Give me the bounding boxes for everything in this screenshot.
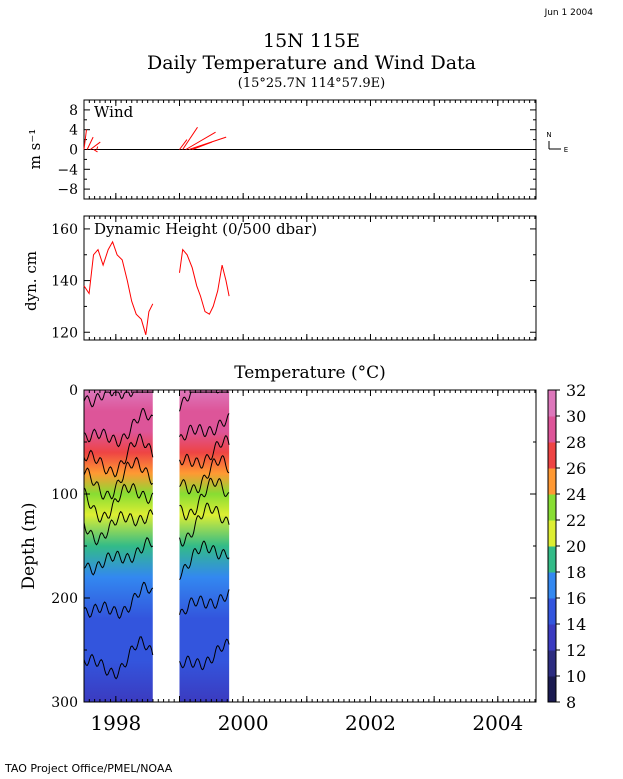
colorbar-swatch <box>548 520 556 534</box>
dh-y-tick-label: 120 <box>51 325 78 341</box>
depth-tick-label: 0 <box>69 383 78 399</box>
wind-y-tick-label: −8 <box>57 182 78 198</box>
dynamic-height-panel-frame <box>83 215 537 341</box>
isotherm-line <box>83 391 153 408</box>
colorbar-swatch <box>548 585 556 599</box>
wind-vector <box>185 131 216 150</box>
temperature-panel-title: Temperature (°C) <box>234 363 386 383</box>
colorbar-swatch <box>548 507 556 521</box>
site-title: 15N 115E <box>263 30 360 52</box>
isotherm-line <box>179 435 230 469</box>
colorbar-tick-label: 24 <box>566 485 586 504</box>
colorbar-swatch <box>548 468 556 482</box>
wind-y-tick-label: 4 <box>69 123 78 139</box>
colorbar-swatch <box>548 689 556 703</box>
isotherm-line <box>83 456 154 500</box>
colorbar-tick-label: 10 <box>566 667 586 686</box>
year-tick-label: 2002 <box>345 711 396 735</box>
colorbar-swatch <box>548 663 556 677</box>
depth-tick-label: 300 <box>51 695 78 711</box>
plot-date: Jun 1 2004 <box>544 8 593 18</box>
page-title: Daily Temperature and Wind Data <box>146 52 476 74</box>
isotherm-line <box>83 433 154 478</box>
depth-tick-label: 100 <box>51 487 78 503</box>
colorbar-tick-label: 22 <box>566 511 586 530</box>
isotherm-line <box>179 477 230 521</box>
wind-axis-label: m s⁻¹ <box>26 129 44 170</box>
colorbar-swatch <box>548 559 556 573</box>
colorbar-swatch <box>548 533 556 547</box>
wind-vector <box>86 136 94 150</box>
wind-y-tick-label: 0 <box>69 143 78 159</box>
colorbar-swatch <box>548 650 556 664</box>
isotherm-line <box>179 391 230 412</box>
depth-tick-label: 200 <box>51 591 78 607</box>
temperature-data-segment <box>84 390 153 702</box>
wind-vector <box>192 141 213 150</box>
colorbar-swatch <box>548 494 556 508</box>
colorbar-swatch <box>548 572 556 586</box>
isotherm-line <box>83 509 154 546</box>
colorbar-swatch <box>548 611 556 625</box>
isotherm-line <box>179 502 230 547</box>
site-coordinates: (15°25.7N 114°57.9E) <box>237 76 386 91</box>
isotherm-line <box>179 589 230 615</box>
depth-axis-label: Depth (m) <box>19 502 39 589</box>
isotherm-line <box>83 636 154 680</box>
isotherm-line <box>179 638 230 671</box>
wind-vector <box>96 146 99 150</box>
colorbar-swatch <box>548 624 556 638</box>
dynamic-height-panel-label: Dynamic Height (0/500 dbar) <box>94 220 317 238</box>
colorbar-tick-label: 18 <box>566 563 586 582</box>
colorbar-tick-label: 8 <box>566 693 576 712</box>
colorbar-tick-label: 28 <box>566 433 586 452</box>
colorbar-tick-label: 16 <box>566 589 586 608</box>
year-tick-label: 1998 <box>90 711 141 735</box>
dynamic-height-line <box>83 240 154 335</box>
colorbar-swatch <box>548 455 556 469</box>
colorbar-swatch <box>548 637 556 651</box>
colorbar-tick-label: 12 <box>566 641 586 660</box>
colorbar-swatch <box>548 442 556 456</box>
colorbar-tick-label: 30 <box>566 407 586 426</box>
colorbar-swatch <box>548 416 556 430</box>
colorbar-swatch <box>548 546 556 560</box>
wind-vector <box>83 129 87 150</box>
footer-credit: TAO Project Office/PMEL/NOAA <box>5 762 173 775</box>
wind-vector <box>179 139 188 150</box>
wind-y-tick-label: 8 <box>69 103 78 119</box>
year-tick-label: 2004 <box>472 711 523 735</box>
wind-y-tick-label: −4 <box>57 162 78 178</box>
colorbar-swatch <box>548 598 556 612</box>
wind-vector <box>90 141 101 150</box>
compass-east-label: E <box>564 146 568 154</box>
colorbar-swatch <box>548 429 556 443</box>
dynamic-height-axis-label: dyn. cm <box>22 251 40 311</box>
compass-north-label: N <box>546 131 551 139</box>
isotherm-line <box>179 413 230 441</box>
wind-panel-label: Wind <box>94 103 134 121</box>
dynamic-height-line <box>179 248 230 315</box>
isotherm-line <box>179 540 230 580</box>
isotherm-line <box>83 581 154 620</box>
colorbar-swatch <box>548 676 556 690</box>
colorbar-tick-label: 20 <box>566 537 586 556</box>
wind-vector <box>93 149 98 153</box>
colorbar-tick-label: 14 <box>566 615 586 634</box>
year-tick-label: 2000 <box>218 711 269 735</box>
isotherm-line <box>83 482 154 523</box>
isotherm-line <box>179 455 230 495</box>
colorbar-swatch <box>548 390 556 404</box>
colorbar-swatch <box>548 403 556 417</box>
dh-y-tick-label: 140 <box>51 274 78 290</box>
colorbar-tick-label: 32 <box>566 381 586 400</box>
colorbar-tick-label: 26 <box>566 459 586 478</box>
colorbar-swatch <box>548 481 556 495</box>
isotherm-line <box>83 536 154 576</box>
wind-vector <box>182 126 198 150</box>
isotherm-line <box>83 408 154 448</box>
dh-y-tick-label: 160 <box>51 222 78 238</box>
